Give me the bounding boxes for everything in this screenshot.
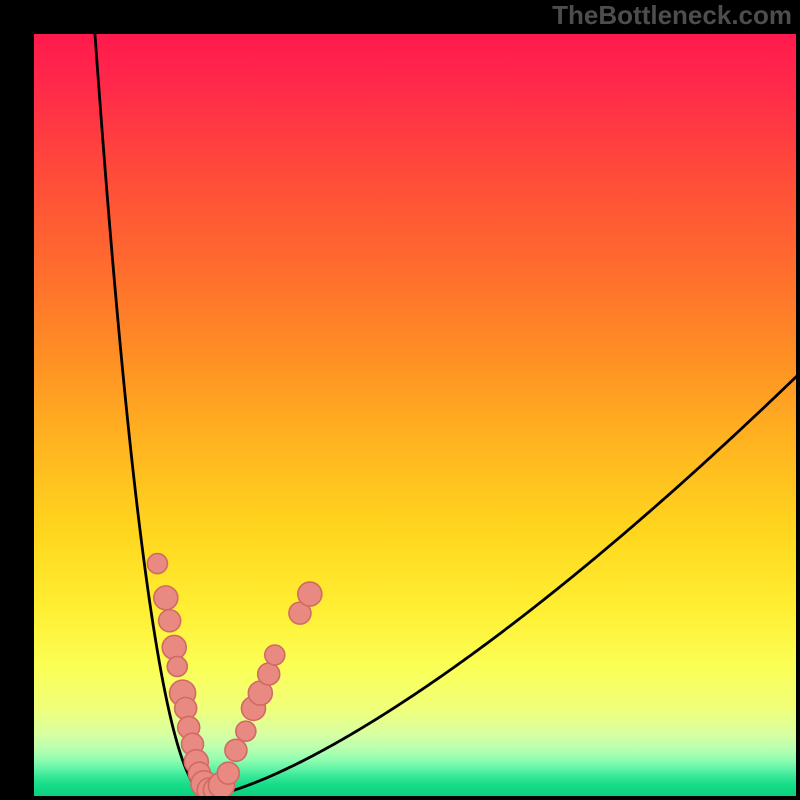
data-dot: [159, 610, 181, 632]
data-dot: [225, 739, 247, 761]
data-dot: [147, 554, 167, 574]
data-dot: [236, 721, 256, 741]
data-dot: [167, 656, 187, 676]
data-dot: [154, 586, 178, 610]
data-dot: [298, 582, 322, 606]
bottleneck-curve: [89, 34, 796, 796]
plot-area: [34, 34, 796, 796]
data-dot: [217, 762, 239, 784]
data-dot: [258, 663, 280, 685]
bottleneck-curve-svg: [34, 34, 796, 796]
data-dot: [162, 635, 186, 659]
data-dot: [265, 645, 285, 665]
attribution-label: TheBottleneck.com: [552, 0, 792, 31]
